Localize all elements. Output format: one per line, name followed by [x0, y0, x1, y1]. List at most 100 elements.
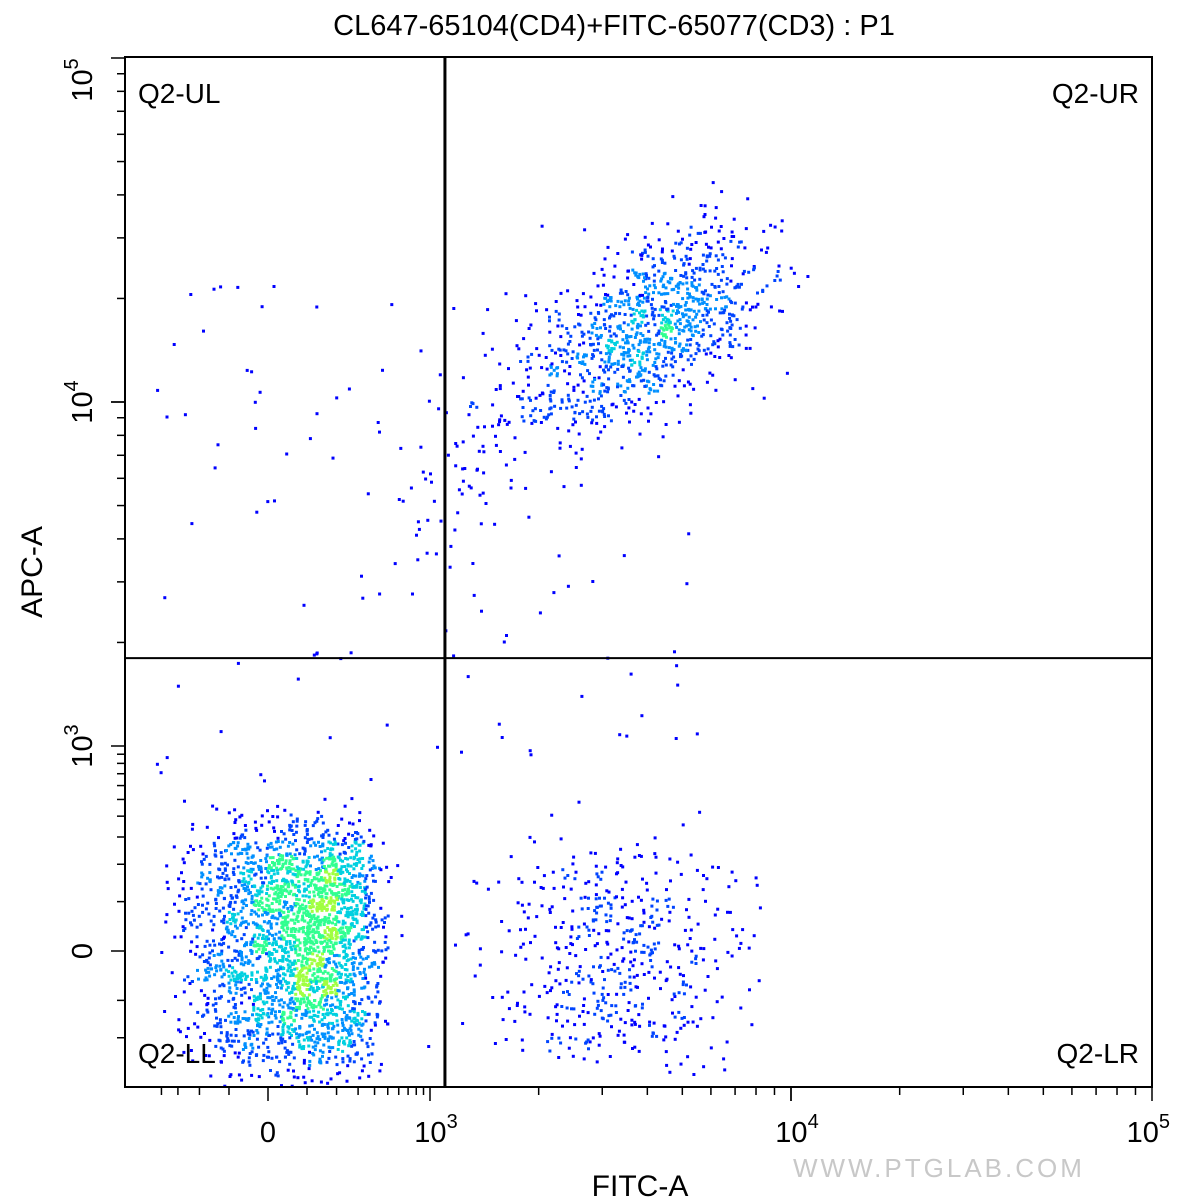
event-dot — [704, 230, 708, 234]
event-dot — [346, 1054, 350, 1058]
event-dot — [304, 894, 308, 898]
event-dot — [614, 405, 618, 409]
event-dot — [663, 340, 667, 343]
event-dot — [656, 374, 660, 378]
event-dot — [352, 918, 356, 921]
event-dot — [308, 948, 311, 951]
event-dot — [589, 295, 593, 299]
event-dot — [263, 937, 267, 941]
event-dot — [264, 857, 268, 861]
event-dot — [280, 983, 284, 987]
event-dot — [700, 297, 704, 301]
event-dot — [566, 393, 570, 397]
event-dot — [673, 360, 677, 364]
event-dot — [427, 399, 431, 403]
event-dot — [212, 287, 216, 291]
event-dot — [683, 928, 687, 932]
event-dot — [555, 374, 559, 378]
event-dot — [397, 498, 401, 501]
event-dot — [679, 1026, 683, 1030]
event-dot — [731, 928, 735, 932]
event-dot — [296, 959, 300, 962]
event-dot — [634, 333, 638, 337]
event-dot — [358, 882, 362, 886]
event-dot — [243, 1010, 247, 1014]
event-dot — [664, 898, 668, 902]
event-dot — [233, 920, 237, 924]
event-dot — [647, 970, 651, 974]
event-dot — [470, 401, 474, 405]
event-dot — [437, 407, 441, 411]
event-dot — [600, 267, 604, 271]
event-dot — [339, 926, 343, 930]
event-dot — [607, 890, 611, 894]
event-dot — [670, 351, 674, 355]
event-dot — [255, 828, 259, 832]
event-dot — [205, 959, 209, 963]
event-dot — [318, 967, 322, 971]
event-dot — [282, 928, 286, 932]
event-dot — [744, 301, 748, 305]
event-dot — [208, 862, 212, 866]
event-dot — [259, 975, 263, 979]
event-dot — [214, 1002, 218, 1006]
event-dot — [318, 845, 322, 848]
event-dot — [568, 365, 572, 368]
event-dot — [247, 922, 250, 926]
event-dot — [664, 1050, 668, 1054]
event-dot — [701, 328, 705, 332]
event-dot — [272, 285, 276, 288]
event-dot — [595, 911, 599, 915]
event-dot — [454, 464, 458, 468]
event-dot — [376, 990, 380, 994]
event-dot — [348, 913, 352, 917]
event-dot — [294, 997, 298, 1001]
event-dot — [233, 956, 237, 960]
y-tick-label: 103 — [61, 724, 99, 767]
event-dot — [203, 978, 207, 982]
event-dot — [588, 1040, 592, 1044]
event-dot — [258, 900, 262, 903]
event-dot — [271, 856, 275, 860]
event-dot — [309, 881, 313, 885]
event-dot — [242, 933, 246, 937]
event-dot — [240, 954, 243, 958]
event-dot — [341, 938, 345, 942]
event-dot — [374, 918, 378, 922]
event-dot — [358, 849, 362, 853]
event-dot — [637, 1013, 641, 1017]
event-dot — [346, 892, 350, 896]
event-dot — [322, 906, 326, 910]
event-dot — [220, 959, 224, 963]
event-dot — [237, 1073, 241, 1077]
event-dot — [317, 935, 321, 939]
event-dot — [344, 980, 348, 984]
event-dot — [199, 844, 203, 848]
event-dot — [374, 920, 378, 924]
event-dot — [281, 916, 285, 920]
event-dot — [602, 412, 606, 416]
event-dot — [261, 947, 265, 951]
event-dot — [180, 871, 183, 875]
event-dot — [689, 928, 693, 932]
event-dot — [577, 935, 581, 939]
event-dot — [743, 246, 747, 250]
event-dot — [491, 403, 495, 407]
event-dot — [313, 979, 316, 983]
event-dot — [616, 922, 620, 926]
event-dot — [694, 954, 698, 958]
event-dot — [604, 913, 608, 917]
event-dot — [182, 861, 186, 865]
event-dot — [253, 400, 257, 404]
event-dot — [221, 906, 225, 910]
event-dot — [636, 297, 639, 301]
event-dot — [325, 991, 329, 995]
event-dot — [199, 989, 203, 993]
event-dot — [346, 1004, 350, 1008]
event-dot — [639, 366, 643, 370]
event-dot — [509, 855, 513, 859]
event-dot — [271, 861, 274, 864]
event-dot — [651, 920, 655, 924]
event-dot — [263, 907, 267, 911]
